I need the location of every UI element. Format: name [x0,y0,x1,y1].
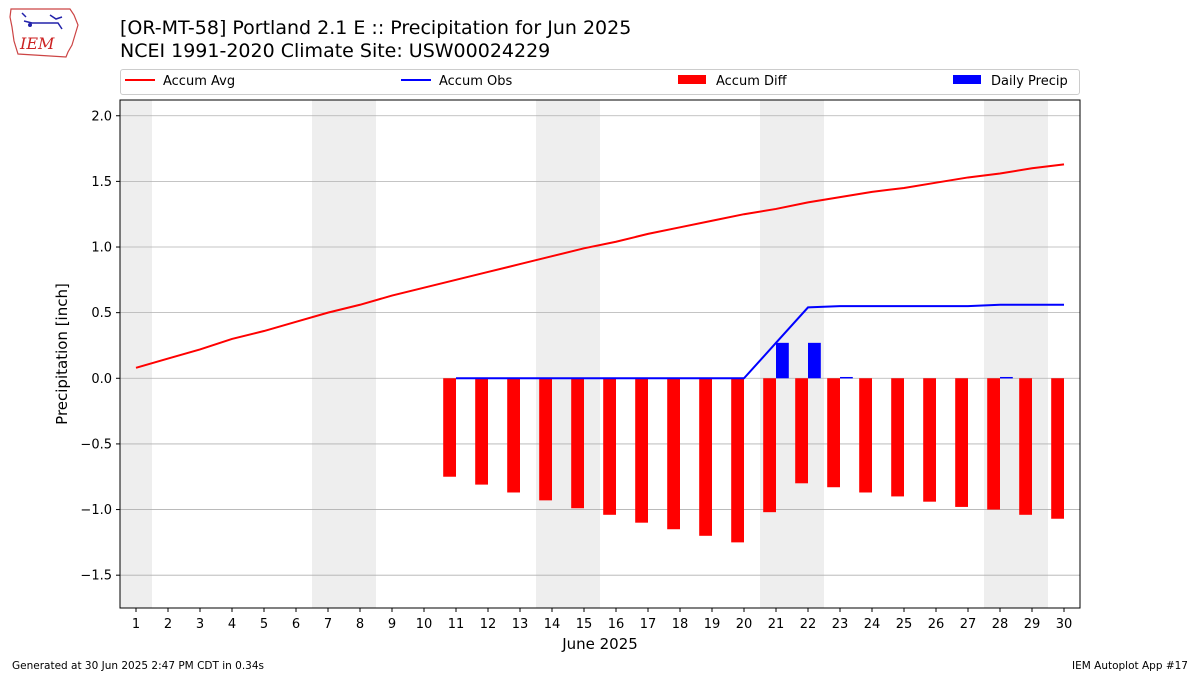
weekend-shade [792,100,824,608]
x-tick-label: 17 [640,617,657,632]
accum-diff-bar [539,378,552,501]
accum-diff-bar [987,378,1000,510]
legend-item-daily-precip: Daily Precip [953,74,1068,89]
legend-swatch-daily-precip [953,75,981,84]
weekend-shade [120,100,152,608]
x-tick-label: 5 [260,617,268,632]
generated-timestamp: Generated at 30 Jun 2025 2:47 PM CDT in … [12,660,265,672]
x-tick-label: 2 [164,617,172,632]
accum-diff-bar [507,378,520,493]
x-tick-label: 6 [292,617,300,632]
y-tick-label: 0.5 [91,306,112,321]
y-tick-label: 1.5 [91,175,112,190]
x-tick-label: 12 [480,617,497,632]
accum-diff-bar [635,378,648,523]
x-tick-label: 24 [864,617,881,632]
y-tick-label: −1.5 [80,569,112,584]
y-tick-label: 1.0 [91,241,112,256]
accum-diff-bar [475,378,488,485]
x-tick-label: 20 [736,617,753,632]
daily-precip-bar [776,342,789,379]
x-tick-label: 9 [388,617,396,632]
accum-diff-bar [571,378,584,509]
x-tick-label: 18 [672,617,689,632]
accum-diff-bar [1019,378,1032,515]
x-tick-label: 19 [704,617,721,632]
x-tick-label: 8 [356,617,364,632]
x-tick-label: 14 [544,617,561,632]
legend-swatch-accum-obs [401,78,431,81]
x-tick-label: 7 [324,617,332,632]
daily-precip-bar [840,376,853,379]
x-tick-label: 23 [832,617,849,632]
x-tick-label: 10 [416,617,433,632]
weekend-shade [312,100,344,608]
accum-diff-bar [795,378,808,484]
weekend-shade [344,100,376,608]
accum-avg-line [135,163,1065,369]
accum-diff-bar [443,378,456,477]
accum-diff-bar [859,378,872,493]
x-tick-label: 3 [196,617,204,632]
weekend-shade [568,100,600,608]
y-tick-label: 0.0 [91,372,112,387]
daily-precip-bar [808,342,821,379]
legend-swatch-accum-diff [678,75,706,84]
x-tick-label: 28 [992,617,1009,632]
accum-diff-bar [827,378,840,488]
y-tick-label: −0.5 [80,437,112,452]
x-tick-label: 30 [1056,617,1073,632]
legend-swatch-accum-avg [125,78,155,81]
accum-diff-bar [731,378,744,543]
weekend-shade [536,100,568,608]
x-tick-label: 21 [768,617,785,632]
accum-diff-bar [603,378,616,515]
weather-symbol-icon [21,12,63,30]
x-axis-label: June 2025 [561,635,638,653]
weekend-shade [1016,100,1048,608]
legend-item-accum-obs: Accum Obs [401,74,512,89]
x-tick-label: 29 [1024,617,1041,632]
weekend-shade [984,100,1016,608]
x-tick-label: 16 [608,617,625,632]
x-tick-label: 15 [576,617,593,632]
x-tick-label: 13 [512,617,529,632]
accum-diff-bar [1051,378,1064,519]
legend-label-accum-obs: Accum Obs [439,74,513,89]
accum-obs-line [456,303,1064,380]
accum-diff-bar [699,378,712,536]
accum-diff-bar [923,378,936,502]
logo-text: IEM [19,34,55,53]
legend-item-accum-diff: Accum Diff [678,74,787,89]
y-tick-label: −1.0 [80,503,112,518]
iowa-outline-icon [9,8,79,58]
x-tick-label: 1 [132,617,140,632]
x-tick-label: 11 [448,617,465,632]
x-tick-label: 27 [960,617,977,632]
chart-title: [OR-MT-58] Portland 2.1 E :: Precipitati… [120,17,632,39]
chart-subtitle: NCEI 1991-2020 Climate Site: USW00024229 [120,40,551,62]
legend-label-accum-avg: Accum Avg [163,74,236,89]
x-tick-label: 25 [896,617,913,632]
y-axis-label: Precipitation [inch] [53,283,71,425]
plot-frame [119,99,1081,609]
app-credit: IEM Autoplot App #17 [1072,660,1188,672]
legend-label-accum-diff: Accum Diff [716,74,787,89]
x-tick-label: 26 [928,617,945,632]
accum-diff-bar [891,378,904,497]
legend: Accum Avg Accum Obs Accum Diff Daily Pre… [120,69,1080,95]
accum-diff-bar [955,378,968,507]
weekend-shade [760,100,792,608]
accum-diff-bar [763,378,776,513]
iem-logo: IEM [9,8,79,58]
daily-precip-bar [1000,376,1013,379]
x-tick-label: 22 [800,617,817,632]
legend-item-accum-avg: Accum Avg [125,74,235,89]
accum-diff-bar [667,378,680,530]
y-tick-label: 2.0 [91,109,112,124]
legend-label-daily-precip: Daily Precip [991,74,1068,89]
x-tick-label: 4 [228,617,236,632]
